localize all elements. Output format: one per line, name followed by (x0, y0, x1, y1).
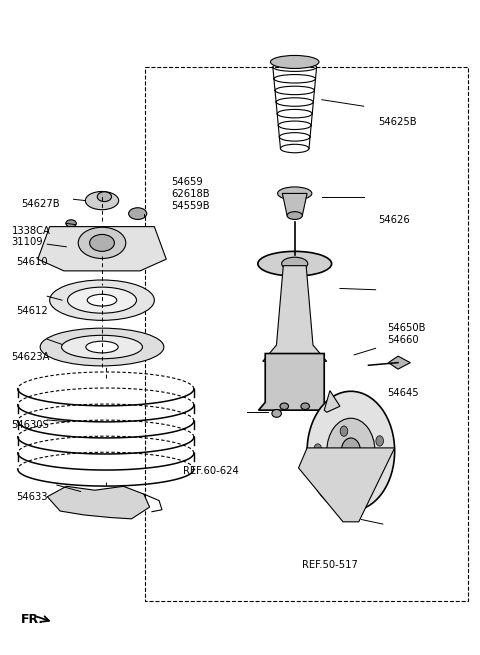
Text: 54623A: 54623A (12, 352, 50, 362)
Text: 54659
62618B
54559B: 54659 62618B 54559B (171, 178, 210, 211)
Text: 54630S: 54630S (12, 420, 49, 430)
Text: 54633: 54633 (16, 492, 48, 502)
Text: REF.60-624: REF.60-624 (183, 466, 239, 476)
Polygon shape (48, 486, 150, 519)
Ellipse shape (68, 287, 136, 313)
Polygon shape (388, 356, 410, 369)
Text: REF.50-517: REF.50-517 (302, 560, 358, 570)
Ellipse shape (66, 220, 76, 227)
Text: 54627B: 54627B (21, 199, 60, 209)
Text: 54625B: 54625B (378, 117, 417, 128)
Ellipse shape (270, 56, 319, 69)
Text: 54612: 54612 (16, 307, 48, 316)
Ellipse shape (40, 328, 164, 366)
Circle shape (307, 391, 395, 511)
Circle shape (376, 436, 384, 446)
Polygon shape (263, 266, 327, 362)
Circle shape (314, 444, 322, 454)
Ellipse shape (87, 294, 117, 306)
Text: 54626: 54626 (378, 215, 410, 225)
Ellipse shape (277, 187, 312, 200)
Polygon shape (299, 448, 395, 522)
Ellipse shape (282, 257, 308, 271)
Ellipse shape (258, 252, 332, 276)
Text: 54645: 54645 (387, 388, 419, 398)
Circle shape (327, 419, 375, 484)
Text: 1338CA
31109: 1338CA 31109 (12, 225, 50, 247)
Polygon shape (38, 227, 166, 271)
Ellipse shape (301, 403, 310, 409)
Polygon shape (282, 193, 307, 215)
Ellipse shape (129, 208, 147, 219)
Ellipse shape (85, 191, 119, 210)
Text: 54650B
54660: 54650B 54660 (387, 323, 426, 345)
Polygon shape (259, 354, 331, 410)
Ellipse shape (97, 192, 111, 202)
Ellipse shape (287, 212, 302, 219)
Ellipse shape (61, 335, 143, 359)
Ellipse shape (78, 227, 126, 259)
Circle shape (372, 460, 379, 470)
Ellipse shape (90, 234, 114, 252)
Text: FR.: FR. (21, 612, 44, 626)
Polygon shape (324, 390, 340, 412)
Ellipse shape (272, 409, 281, 417)
Ellipse shape (86, 341, 118, 353)
Ellipse shape (280, 403, 288, 409)
Text: 54610: 54610 (16, 257, 48, 267)
Circle shape (334, 464, 341, 475)
Circle shape (340, 426, 348, 436)
Ellipse shape (49, 280, 155, 320)
Circle shape (341, 438, 360, 464)
